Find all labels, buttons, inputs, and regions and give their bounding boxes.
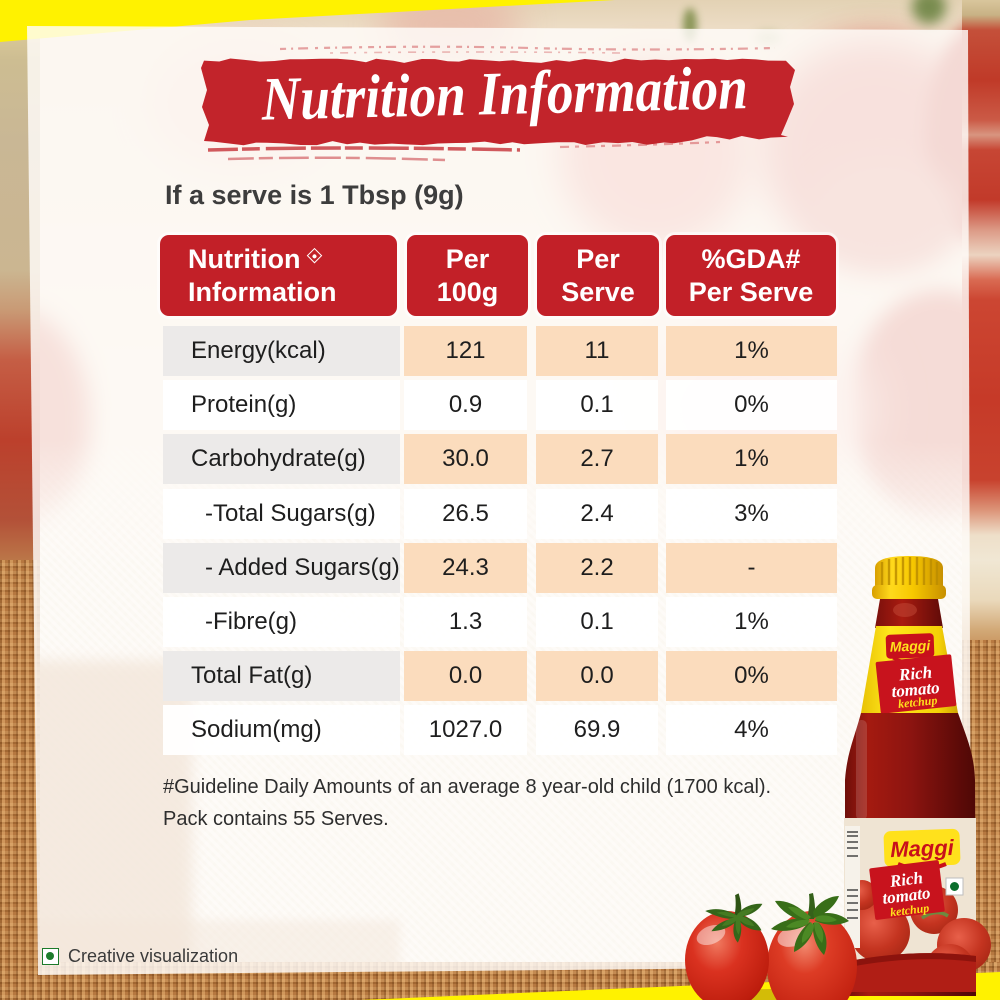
svg-text:Rich: Rich <box>897 663 933 685</box>
svg-text:Maggi: Maggi <box>890 835 955 862</box>
svg-text:Maggi: Maggi <box>890 637 932 654</box>
svg-text:tomato: tomato <box>891 678 941 701</box>
svg-text:Rich: Rich <box>888 868 924 891</box>
svg-text:ketchup: ketchup <box>889 901 930 920</box>
svg-text:ketchup: ketchup <box>897 693 938 711</box>
svg-text:Nutrition Information: Nutrition Information <box>260 53 748 134</box>
